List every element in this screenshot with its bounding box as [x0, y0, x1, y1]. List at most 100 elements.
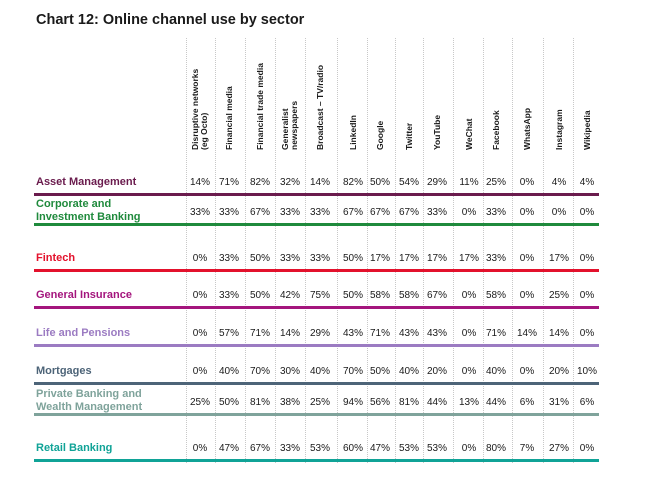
table-cell: 17%	[369, 253, 390, 264]
table-cell: 0%	[579, 253, 595, 264]
row-rule	[34, 382, 599, 385]
table-cell: 30%	[279, 366, 300, 377]
table-cell: 0%	[519, 253, 535, 264]
table-cell: 33%	[485, 253, 506, 264]
table-cell: 33%	[309, 253, 330, 264]
table-cell: 4%	[551, 177, 567, 188]
table-cell: 67%	[342, 207, 363, 218]
table-cell: 0%	[519, 177, 535, 188]
column-header-label: LinkedIn	[347, 115, 358, 150]
column-header-label: Google	[374, 120, 385, 150]
table-cell: 0%	[519, 290, 535, 301]
row-rule	[34, 459, 599, 462]
table-cell: 50%	[249, 290, 270, 301]
table-cell: 4%	[579, 177, 595, 188]
table-cell: 0%	[461, 290, 477, 301]
table-cell: 53%	[426, 443, 447, 454]
table-cell: 71%	[485, 328, 506, 339]
table-cell: 0%	[461, 443, 477, 454]
column-separator	[336, 38, 338, 463]
table-cell: 58%	[369, 290, 390, 301]
table-cell: 0%	[551, 207, 567, 218]
table-cell: 67%	[369, 207, 390, 218]
table-cell: 14%	[548, 328, 569, 339]
table-cell: 58%	[398, 290, 419, 301]
table-cell: 14%	[309, 177, 330, 188]
row-label: Mortgages	[36, 365, 92, 377]
table-cell: 40%	[309, 366, 330, 377]
column-separator	[511, 38, 513, 463]
table-cell: 0%	[519, 366, 535, 377]
table-cell: 38%	[279, 397, 300, 408]
table-cell: 33%	[279, 253, 300, 264]
table-cell: 50%	[369, 366, 390, 377]
row-label: Retail Banking	[36, 442, 113, 454]
column-separator	[453, 38, 454, 463]
table-cell: 31%	[548, 397, 569, 408]
table-cell: 14%	[279, 328, 300, 339]
table-cell: 50%	[369, 177, 390, 188]
table-cell: 33%	[218, 207, 239, 218]
column-header-label: YouTube	[431, 114, 442, 150]
table-cell: 50%	[249, 253, 270, 264]
table-cell: 67%	[249, 443, 270, 454]
table-cell: 33%	[189, 207, 210, 218]
table-cell: 0%	[579, 290, 595, 301]
table-cell: 71%	[369, 328, 390, 339]
table-cell: 10%	[576, 366, 597, 377]
table-cell: 82%	[342, 177, 363, 188]
table-cell: 94%	[342, 397, 363, 408]
table-cell: 70%	[342, 366, 363, 377]
column-separator	[543, 38, 544, 463]
table-cell: 0%	[461, 207, 477, 218]
row-rule	[34, 344, 599, 347]
row-label: General Insurance	[36, 289, 132, 301]
row-rule	[34, 413, 599, 416]
table-cell: 25%	[548, 290, 569, 301]
column-header-label: Financial trade media	[254, 63, 265, 150]
table-cell: 7%	[519, 443, 535, 454]
table-cell: 0%	[461, 328, 477, 339]
table-cell: 67%	[249, 207, 270, 218]
table-cell: 25%	[189, 397, 210, 408]
column-separator	[482, 38, 484, 463]
table-cell: 33%	[279, 207, 300, 218]
table-cell: 42%	[279, 290, 300, 301]
table-cell: 11%	[459, 177, 479, 188]
table-cell: 17%	[458, 253, 479, 264]
table-cell: 33%	[279, 443, 300, 454]
table-cell: 33%	[485, 207, 506, 218]
table-cell: 47%	[369, 443, 390, 454]
row-label: Private Banking and Wealth Management	[36, 388, 143, 413]
column-separator	[394, 38, 396, 463]
row-label: Fintech	[36, 252, 76, 264]
table-cell: 50%	[342, 253, 363, 264]
table-cell: 60%	[342, 443, 363, 454]
column-header-label: WhatsApp	[521, 107, 532, 150]
column-header-label: Twitter	[403, 122, 414, 150]
row-rule	[34, 269, 599, 272]
table-cell: 6%	[519, 397, 535, 408]
table-cell: 14%	[516, 328, 537, 339]
column-header-label: Disruptive networks (eg Octo)	[190, 68, 209, 150]
table-cell: 0%	[192, 290, 208, 301]
table-cell: 33%	[218, 290, 239, 301]
row-rule	[34, 306, 599, 309]
table-cell: 44%	[426, 397, 447, 408]
column-separator	[305, 38, 306, 463]
table-cell: 33%	[309, 207, 330, 218]
table-cell: 57%	[218, 328, 239, 339]
table-cell: 56%	[369, 397, 390, 408]
table-cell: 0%	[579, 328, 595, 339]
table-cell: 33%	[218, 253, 239, 264]
table-cell: 17%	[548, 253, 569, 264]
table-cell: 20%	[548, 366, 569, 377]
row-rule	[34, 223, 599, 226]
table-cell: 0%	[519, 207, 535, 218]
column-header-label: Facebook	[490, 110, 501, 150]
table-cell: 53%	[309, 443, 330, 454]
table-cell: 17%	[426, 253, 447, 264]
row-rule	[34, 193, 599, 196]
table-cell: 0%	[579, 207, 595, 218]
